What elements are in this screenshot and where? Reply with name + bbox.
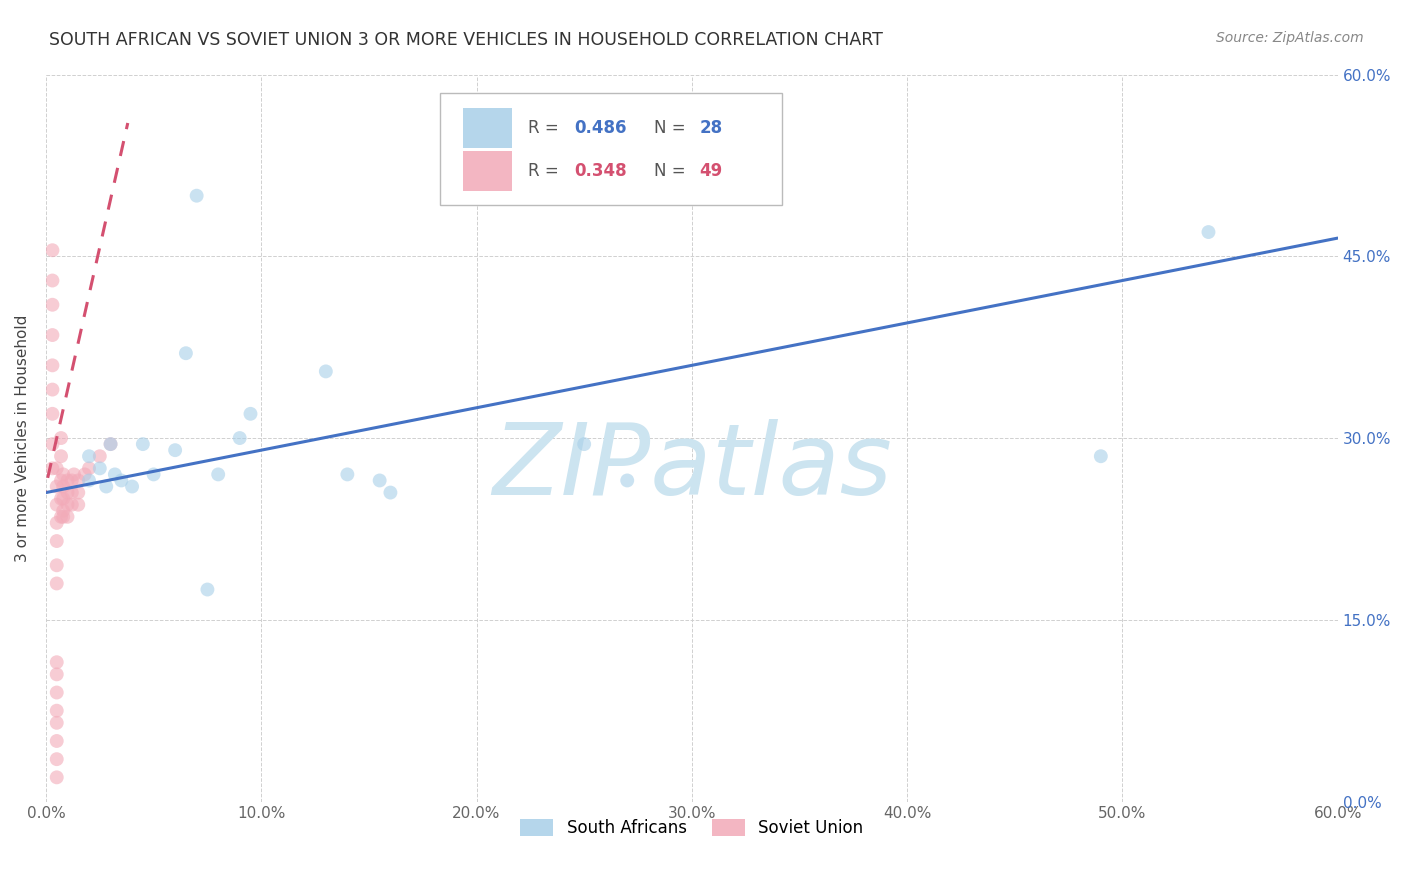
Text: R =: R = [527, 119, 564, 136]
Point [45, 516, 67, 530]
Point [45, 655, 67, 669]
Point [77, 461, 100, 475]
FancyBboxPatch shape [463, 108, 512, 147]
Point [49, 491, 72, 506]
Point [228, 431, 250, 445]
Point [104, 467, 127, 482]
Point [45, 479, 67, 493]
Point [41, 407, 63, 421]
Text: 28: 28 [700, 119, 723, 136]
Point [616, 474, 638, 488]
Point [60, 485, 83, 500]
Text: 0.486: 0.486 [574, 119, 627, 136]
Point [56, 474, 79, 488]
Point [45, 734, 67, 748]
Text: N =: N = [654, 119, 692, 136]
Point [186, 188, 208, 202]
Point [67, 485, 90, 500]
FancyBboxPatch shape [440, 93, 782, 205]
Point [165, 443, 187, 458]
Point [41, 273, 63, 287]
Point [100, 437, 122, 451]
Point [121, 479, 143, 493]
Point [110, 474, 132, 488]
Point [207, 467, 229, 482]
Point [100, 437, 122, 451]
Point [56, 485, 79, 500]
Point [45, 752, 67, 766]
Point [63, 467, 86, 482]
Point [45, 576, 67, 591]
Point [49, 509, 72, 524]
Point [368, 474, 391, 488]
Point [52, 467, 75, 482]
Point [49, 449, 72, 463]
Point [1198, 225, 1220, 239]
Point [1090, 449, 1112, 463]
Point [41, 461, 63, 475]
Point [41, 328, 63, 343]
Legend: South Africans, Soviet Union: South Africans, Soviet Union [513, 813, 870, 844]
Point [56, 509, 79, 524]
Point [45, 498, 67, 512]
Point [52, 504, 75, 518]
Point [89, 449, 111, 463]
Point [41, 437, 63, 451]
Point [52, 479, 75, 493]
Point [56, 498, 79, 512]
Point [315, 364, 337, 378]
Text: N =: N = [654, 162, 692, 180]
Point [77, 474, 100, 488]
Point [45, 534, 67, 549]
Point [52, 491, 75, 506]
Point [142, 467, 165, 482]
Point [60, 498, 83, 512]
Point [52, 509, 75, 524]
Point [96, 479, 118, 493]
Text: SOUTH AFRICAN VS SOVIET UNION 3 OR MORE VEHICLES IN HOUSEHOLD CORRELATION CHART: SOUTH AFRICAN VS SOVIET UNION 3 OR MORE … [49, 31, 883, 49]
Point [73, 467, 96, 482]
Point [67, 498, 90, 512]
Point [197, 582, 219, 597]
Point [239, 407, 262, 421]
Point [41, 244, 63, 258]
Text: R =: R = [527, 162, 564, 180]
Point [41, 298, 63, 312]
Point [336, 467, 359, 482]
Point [380, 485, 402, 500]
Point [77, 449, 100, 463]
Point [45, 558, 67, 573]
Point [572, 437, 595, 451]
Point [132, 437, 155, 451]
Y-axis label: 3 or more Vehicles in Household: 3 or more Vehicles in Household [15, 314, 30, 562]
Point [45, 667, 67, 681]
Point [67, 474, 90, 488]
Point [45, 770, 67, 784]
FancyBboxPatch shape [463, 152, 512, 191]
Point [89, 461, 111, 475]
Point [174, 346, 197, 360]
Text: ZIPatlas: ZIPatlas [492, 418, 891, 516]
Point [45, 704, 67, 718]
Point [45, 715, 67, 730]
Point [60, 474, 83, 488]
Point [49, 431, 72, 445]
Point [41, 359, 63, 373]
Point [41, 383, 63, 397]
Text: Source: ZipAtlas.com: Source: ZipAtlas.com [1216, 31, 1364, 45]
Point [45, 461, 67, 475]
Point [49, 474, 72, 488]
Text: 0.348: 0.348 [574, 162, 627, 180]
Text: 49: 49 [700, 162, 723, 180]
Point [45, 685, 67, 699]
